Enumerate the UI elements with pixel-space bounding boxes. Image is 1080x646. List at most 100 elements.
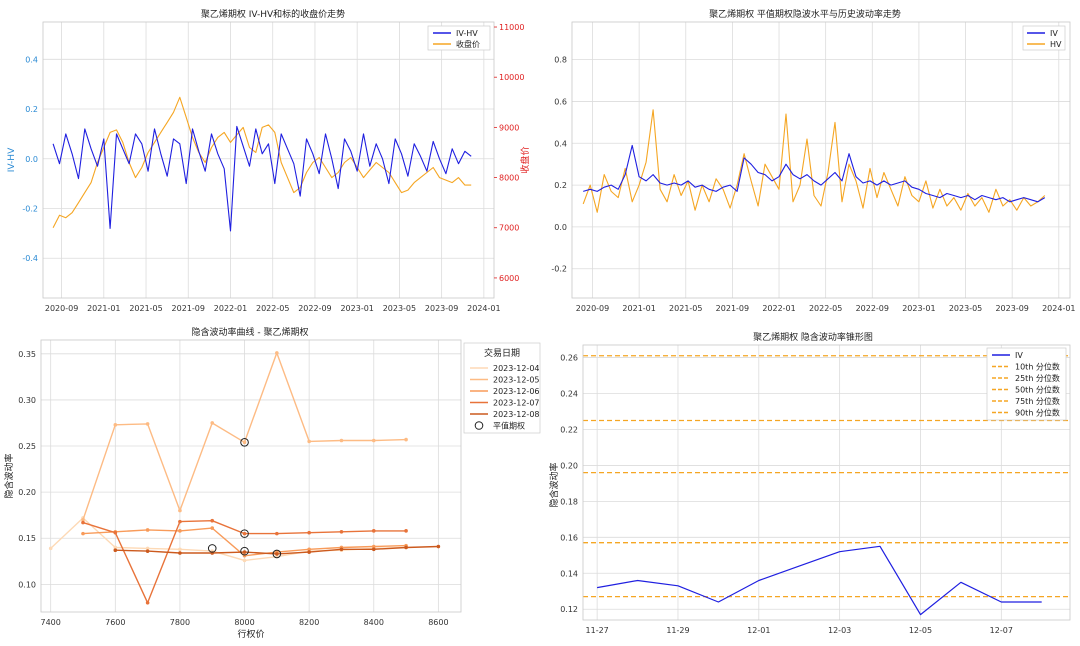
chart3-point	[339, 438, 344, 443]
chart1-xtick: 2021-05	[129, 304, 162, 313]
chart3-xtick: 7400	[41, 618, 61, 627]
chart3-point	[242, 558, 247, 563]
chart3-xtick: 8000	[234, 618, 254, 627]
chart3-point	[404, 529, 408, 533]
chart2-xtick: 2023-01	[902, 304, 935, 313]
chart1-line-ivhv	[52, 125, 472, 232]
chart2-legend-iv: IV	[1050, 29, 1058, 38]
chart3-point	[242, 531, 247, 536]
chart1-ylabel: IV-HV	[7, 147, 17, 172]
chart2-xtick: 2021-01	[622, 304, 655, 313]
chart1-xtick: 2023-05	[383, 304, 416, 313]
chart3-point	[145, 549, 150, 553]
chart2-xtick: 2022-09	[856, 304, 889, 313]
chart1-ytick-right: 11000	[499, 23, 524, 32]
chart1-xtick: 2021-01	[87, 304, 120, 313]
chart4-y-ticks: 0.12 0.14 0.16 0.18 0.20 0.22 0.24 0.26	[560, 354, 578, 615]
chart3-legend-item: 2023-12-05	[493, 376, 540, 385]
chart3-legend-item: 平值期权	[493, 421, 525, 431]
chart4-frame	[582, 344, 1071, 621]
chart1-ylabel-right: 收盘价	[519, 146, 531, 173]
chart2-xtick: 2020-09	[576, 304, 609, 313]
chart1-xtick: 2024-01	[467, 304, 500, 313]
chart1-xtick: 2021-09	[172, 304, 205, 313]
chart-iv-smile: 隐含波动率曲线 - 聚乙烯期权 7400 7600 7800 8000 8200 8400…	[3, 326, 541, 640]
chart1-frame	[42, 21, 495, 299]
chart4-legend-item: 25th 分位数	[1015, 373, 1060, 383]
chart3-point	[81, 531, 85, 536]
chart3-point	[307, 530, 311, 535]
chart3-xtick: 7800	[170, 618, 190, 627]
chart3-legend-item: 2023-12-06	[493, 387, 540, 396]
chart3-point	[48, 546, 53, 551]
chart3-point	[145, 528, 150, 532]
chart2-title: 聚乙烯期权 平值期权隐波水平与历史波动率走势	[709, 8, 901, 20]
chart3-legend-item: 2023-12-04	[493, 364, 540, 373]
chart1-title: 聚乙烯期权 IV-HV和标的收盘价走势	[201, 8, 345, 20]
chart2-ytick: 0.6	[554, 97, 567, 106]
chart2-xtick: 2022-01	[762, 304, 795, 313]
chart3-legend-title: 交易日期	[484, 347, 520, 359]
chart1-y-right-ticks: 6000 7000 8000 9000 10000 11000	[494, 23, 524, 283]
chart1-y-ticks: -0.4 -0.2 0.0 0.2 0.4	[22, 55, 38, 263]
chart3-point	[242, 440, 247, 445]
chart2-grid	[572, 22, 1070, 298]
chart1-ytick: -0.2	[22, 204, 38, 213]
chart1-ytick: 0.0	[25, 155, 38, 164]
chart3-y-ticks: 0.10 0.15 0.20 0.25 0.30 0.35	[18, 350, 36, 590]
chart3-point	[371, 529, 376, 533]
chart1-ytick: 0.4	[25, 55, 38, 64]
chart1-ytick-right: 7000	[499, 224, 519, 233]
chart3-point	[81, 517, 85, 522]
chart2-ytick: 0.4	[554, 139, 567, 148]
chart3-xtick: 8200	[299, 618, 319, 627]
chart2-legend-hv: HV	[1050, 40, 1062, 49]
chart1-xtick: 2023-09	[425, 304, 458, 313]
chart3-ytick: 0.25	[18, 442, 36, 451]
chart3-point	[339, 547, 344, 552]
chart4-legend-item: 75th 分位数	[1015, 396, 1060, 406]
chart1-lines	[52, 96, 472, 232]
chart4-x-ticks: 11-27 11-29 12-01 12-03 12-05 12-07	[586, 626, 1013, 635]
chart3-atm-marker	[207, 544, 217, 553]
chart3-point	[404, 545, 408, 550]
chart4-legend-item: IV	[1015, 351, 1023, 360]
chart1-ytick: -0.4	[22, 254, 38, 263]
chart4-xtick: 12-05	[909, 626, 932, 635]
chart2-lines	[582, 109, 1046, 213]
chart2-legend-box	[1022, 25, 1066, 51]
chart3-ytick: 0.10	[18, 580, 36, 589]
chart2-ytick: 0.0	[554, 223, 567, 232]
chart3-legend-atm-marker	[474, 421, 484, 430]
chart-iv-hv: 聚乙烯期权 平值期权隐波水平与历史波动率走势 2020-09 2021-01 202…	[551, 8, 1075, 313]
chart3-frame	[40, 339, 462, 613]
chart4-xtick: 11-27	[586, 626, 609, 635]
chart4-ytick: 0.26	[560, 354, 578, 363]
chart2-xtick: 2023-05	[949, 304, 982, 313]
chart3-point	[339, 529, 344, 534]
chart4-ytick: 0.16	[560, 533, 578, 542]
chart3-point	[178, 519, 182, 524]
chart3-point	[210, 526, 215, 530]
chart3-line-2023-12-04	[50, 517, 407, 562]
chart3-ytick: 0.30	[18, 396, 36, 405]
chart3-ytick: 0.15	[18, 534, 36, 543]
chart3-point	[275, 531, 279, 536]
chart2-y-ticks: -0.2 0.0 0.2 0.4 0.6 0.8	[551, 56, 567, 274]
chart4-legend-item: 50th 分位数	[1015, 385, 1060, 395]
chart3-point	[178, 508, 182, 513]
chart3-point	[371, 544, 376, 549]
chart3-point	[178, 551, 182, 555]
chart1-line-price	[52, 96, 472, 228]
chart3-point	[145, 422, 150, 426]
chart3-point	[436, 544, 441, 549]
chart3-point	[275, 351, 279, 355]
chart3-point	[242, 550, 247, 554]
chart3-atm-marker	[240, 546, 249, 556]
chart1-xtick: 2022-09	[298, 304, 331, 313]
chart3-ytick: 0.20	[18, 488, 36, 497]
chart4-ytick: 0.20	[560, 461, 578, 470]
chart3-point	[178, 529, 182, 533]
chart3-legend-item: 2023-12-07	[493, 399, 540, 408]
